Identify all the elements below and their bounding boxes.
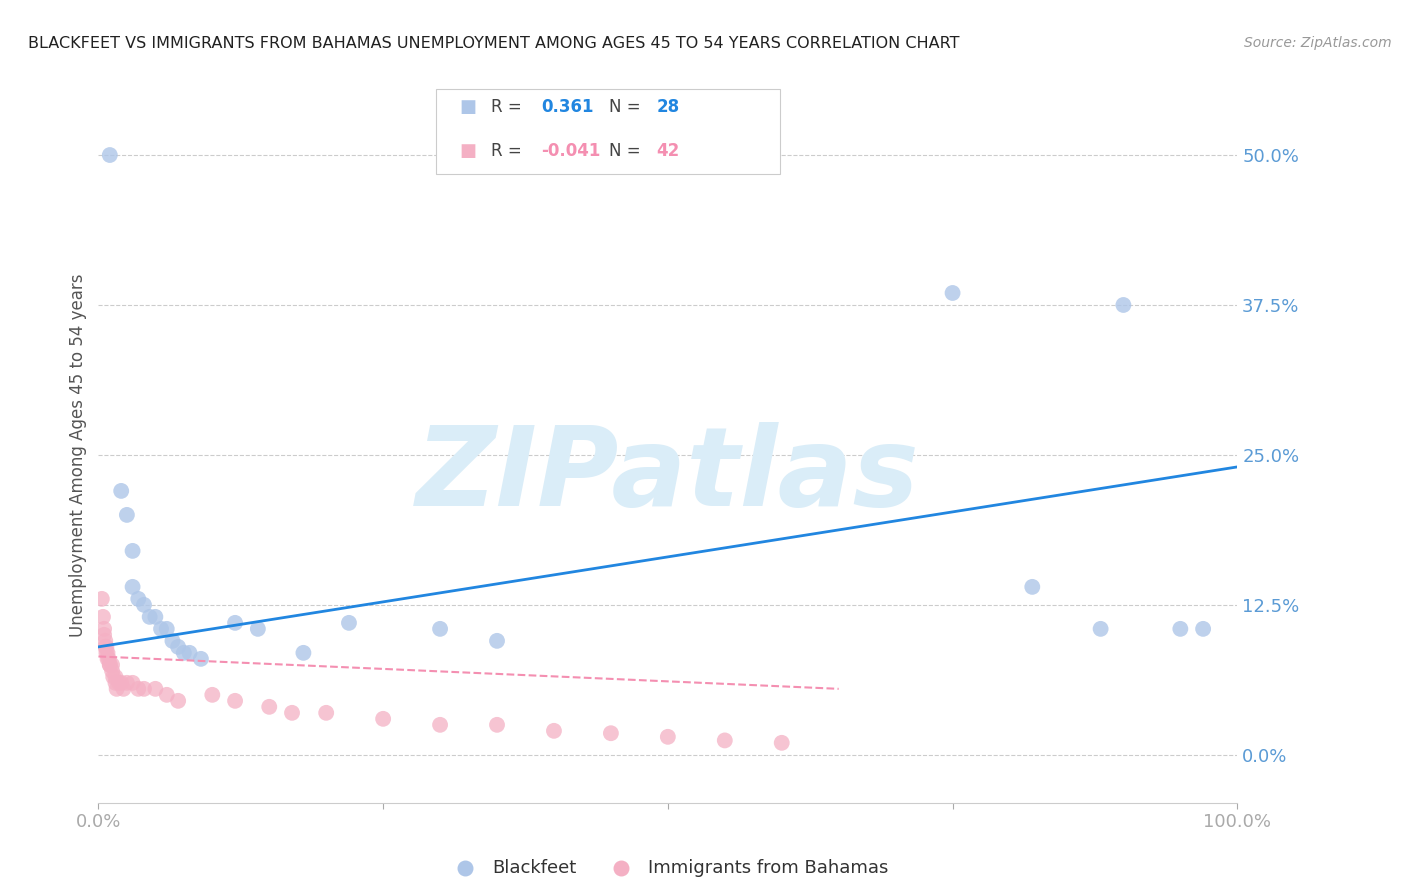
Point xyxy=(224,615,246,630)
Point xyxy=(167,694,190,708)
Point xyxy=(145,681,167,696)
Point xyxy=(127,681,149,696)
Y-axis label: Unemployment Among Ages 45 to 54 years: Unemployment Among Ages 45 to 54 years xyxy=(69,273,87,637)
Point xyxy=(132,598,155,612)
Point xyxy=(104,676,127,690)
Text: ZIPatlas: ZIPatlas xyxy=(416,422,920,529)
Text: R =: R = xyxy=(491,142,527,160)
Text: N =: N = xyxy=(609,98,645,116)
Text: Source: ZipAtlas.com: Source: ZipAtlas.com xyxy=(1244,36,1392,50)
Point xyxy=(108,676,131,690)
Point xyxy=(543,723,565,738)
Point xyxy=(93,622,115,636)
Text: R =: R = xyxy=(491,98,527,116)
Point xyxy=(132,681,155,696)
Point xyxy=(150,622,173,636)
Point xyxy=(1192,622,1215,636)
Point xyxy=(96,640,118,654)
Point xyxy=(121,580,143,594)
Point xyxy=(942,285,965,300)
Point xyxy=(167,640,190,654)
Point xyxy=(105,681,128,696)
Point xyxy=(371,712,394,726)
Point xyxy=(156,622,179,636)
Point xyxy=(93,628,115,642)
Point xyxy=(121,676,143,690)
Text: 42: 42 xyxy=(657,142,681,160)
Point xyxy=(429,718,451,732)
Point xyxy=(292,646,315,660)
Point xyxy=(246,622,269,636)
Point xyxy=(600,726,623,740)
Point xyxy=(770,736,793,750)
Point xyxy=(486,633,509,648)
Point xyxy=(657,730,679,744)
Point xyxy=(281,706,304,720)
Point xyxy=(110,676,132,690)
Point xyxy=(127,591,149,606)
Point xyxy=(94,633,117,648)
Point xyxy=(179,646,201,660)
Point xyxy=(429,622,451,636)
Point xyxy=(101,664,124,678)
Point xyxy=(98,148,121,162)
Text: ■: ■ xyxy=(460,98,477,116)
Point xyxy=(486,718,509,732)
Point xyxy=(138,610,160,624)
Point xyxy=(115,676,138,690)
Point xyxy=(96,652,118,666)
Point xyxy=(156,688,179,702)
Point xyxy=(101,657,124,672)
Point xyxy=(224,694,246,708)
Point xyxy=(714,733,737,747)
Point xyxy=(94,640,117,654)
Point xyxy=(98,657,121,672)
Point xyxy=(173,646,195,660)
Text: N =: N = xyxy=(609,142,645,160)
Point xyxy=(315,706,337,720)
Point xyxy=(145,610,167,624)
Point xyxy=(1112,298,1135,312)
Point xyxy=(121,544,143,558)
Point xyxy=(112,681,135,696)
Point xyxy=(1090,622,1112,636)
Point xyxy=(104,670,127,684)
Point xyxy=(337,615,360,630)
Point xyxy=(96,646,118,660)
Text: BLACKFEET VS IMMIGRANTS FROM BAHAMAS UNEMPLOYMENT AMONG AGES 45 TO 54 YEARS CORR: BLACKFEET VS IMMIGRANTS FROM BAHAMAS UNE… xyxy=(28,36,960,51)
Point xyxy=(190,652,212,666)
Point xyxy=(91,610,114,624)
Point xyxy=(1021,580,1043,594)
Point xyxy=(103,670,125,684)
Point xyxy=(162,633,184,648)
Text: -0.041: -0.041 xyxy=(541,142,600,160)
Text: 0.361: 0.361 xyxy=(541,98,593,116)
Point xyxy=(1170,622,1192,636)
Point xyxy=(115,508,138,522)
Point xyxy=(90,591,112,606)
Text: 28: 28 xyxy=(657,98,679,116)
Point xyxy=(110,483,132,498)
Point xyxy=(98,657,121,672)
Point xyxy=(96,646,118,660)
Point xyxy=(201,688,224,702)
Point xyxy=(259,699,281,714)
Point xyxy=(97,652,120,666)
Legend: Blackfeet, Immigrants from Bahamas: Blackfeet, Immigrants from Bahamas xyxy=(440,852,896,884)
Text: ■: ■ xyxy=(460,142,477,160)
